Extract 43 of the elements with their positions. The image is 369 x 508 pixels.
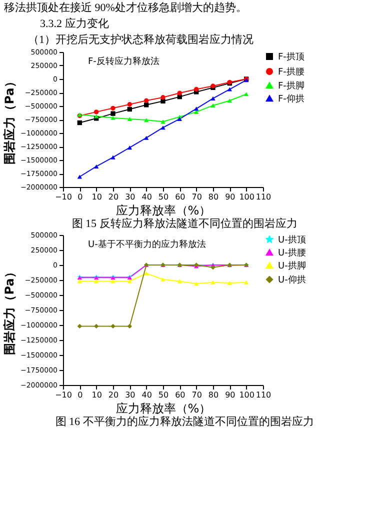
legend-label: F-仰拱 xyxy=(278,94,304,104)
x-tick-label: 40 xyxy=(142,390,152,400)
legend-label: F-拱脚 xyxy=(278,80,304,92)
x-tick-label: 30 xyxy=(125,192,136,202)
x-tick-label: 0 xyxy=(78,390,83,400)
x-tick-label: 20 xyxy=(108,390,119,400)
y-axis-title: 围岩应力（Pa） xyxy=(2,266,16,355)
legend-label: U-拱顶 xyxy=(278,234,306,246)
text: F-反转应力释放法 xyxy=(88,56,160,67)
caption: 图 16 不平衡力的应力释放法隧道不同位置的围岩应力 xyxy=(54,414,315,429)
legend-label: F-拱腰 xyxy=(278,66,304,78)
caption: 图 15 反转应力释放法隧道不同位置的围岩应力 xyxy=(70,216,298,231)
x-tick-label: 100 xyxy=(239,192,254,202)
legend-label: U-拱腰 xyxy=(278,248,306,258)
x-tick-label: 60 xyxy=(175,192,186,202)
x-tick-label: 50 xyxy=(158,192,169,202)
legend-label: F-拱顶 xyxy=(278,52,304,62)
x-tick-label: 20 xyxy=(108,192,119,202)
text: U-基于不平衡力的应力释放法 xyxy=(88,239,206,250)
x-tick-label: −10 xyxy=(55,390,72,400)
x-tick-label: 10 xyxy=(92,192,102,202)
text: 3.3.2 应力变化 xyxy=(39,16,110,32)
x-tick-label: 90 xyxy=(225,192,236,202)
x-tick-label: 70 xyxy=(192,390,202,400)
x-tick-label: 0 xyxy=(78,192,83,202)
x-tick-label: 60 xyxy=(175,390,186,400)
x-tick-label: 40 xyxy=(142,192,152,202)
x-tick-label: 70 xyxy=(192,192,202,202)
x-tick-label: 110 xyxy=(256,390,272,400)
x-tick-label: 10 xyxy=(92,390,102,400)
x-tick-label: 50 xyxy=(158,390,169,400)
x-tick-label: −10 xyxy=(55,192,72,202)
text: 移法拱顶处在接近 90%处才位移急剧增大的趋势。 xyxy=(3,0,248,16)
x-tick-label: 80 xyxy=(208,192,219,202)
x-tick-label: 80 xyxy=(208,390,219,400)
x-tick-label: 90 xyxy=(225,390,236,400)
x-tick-label: 30 xyxy=(125,390,136,400)
legend-label: U-拱脚 xyxy=(278,260,306,272)
legend-label: U-仰拱 xyxy=(278,274,306,286)
y-axis-title: 围岩应力（Pa） xyxy=(2,76,16,164)
x-tick-label: 100 xyxy=(239,390,254,400)
text: （1）开挖后无支护状态释放荷载围岩应力情况 xyxy=(27,32,254,48)
x-tick-label: 110 xyxy=(256,192,272,202)
